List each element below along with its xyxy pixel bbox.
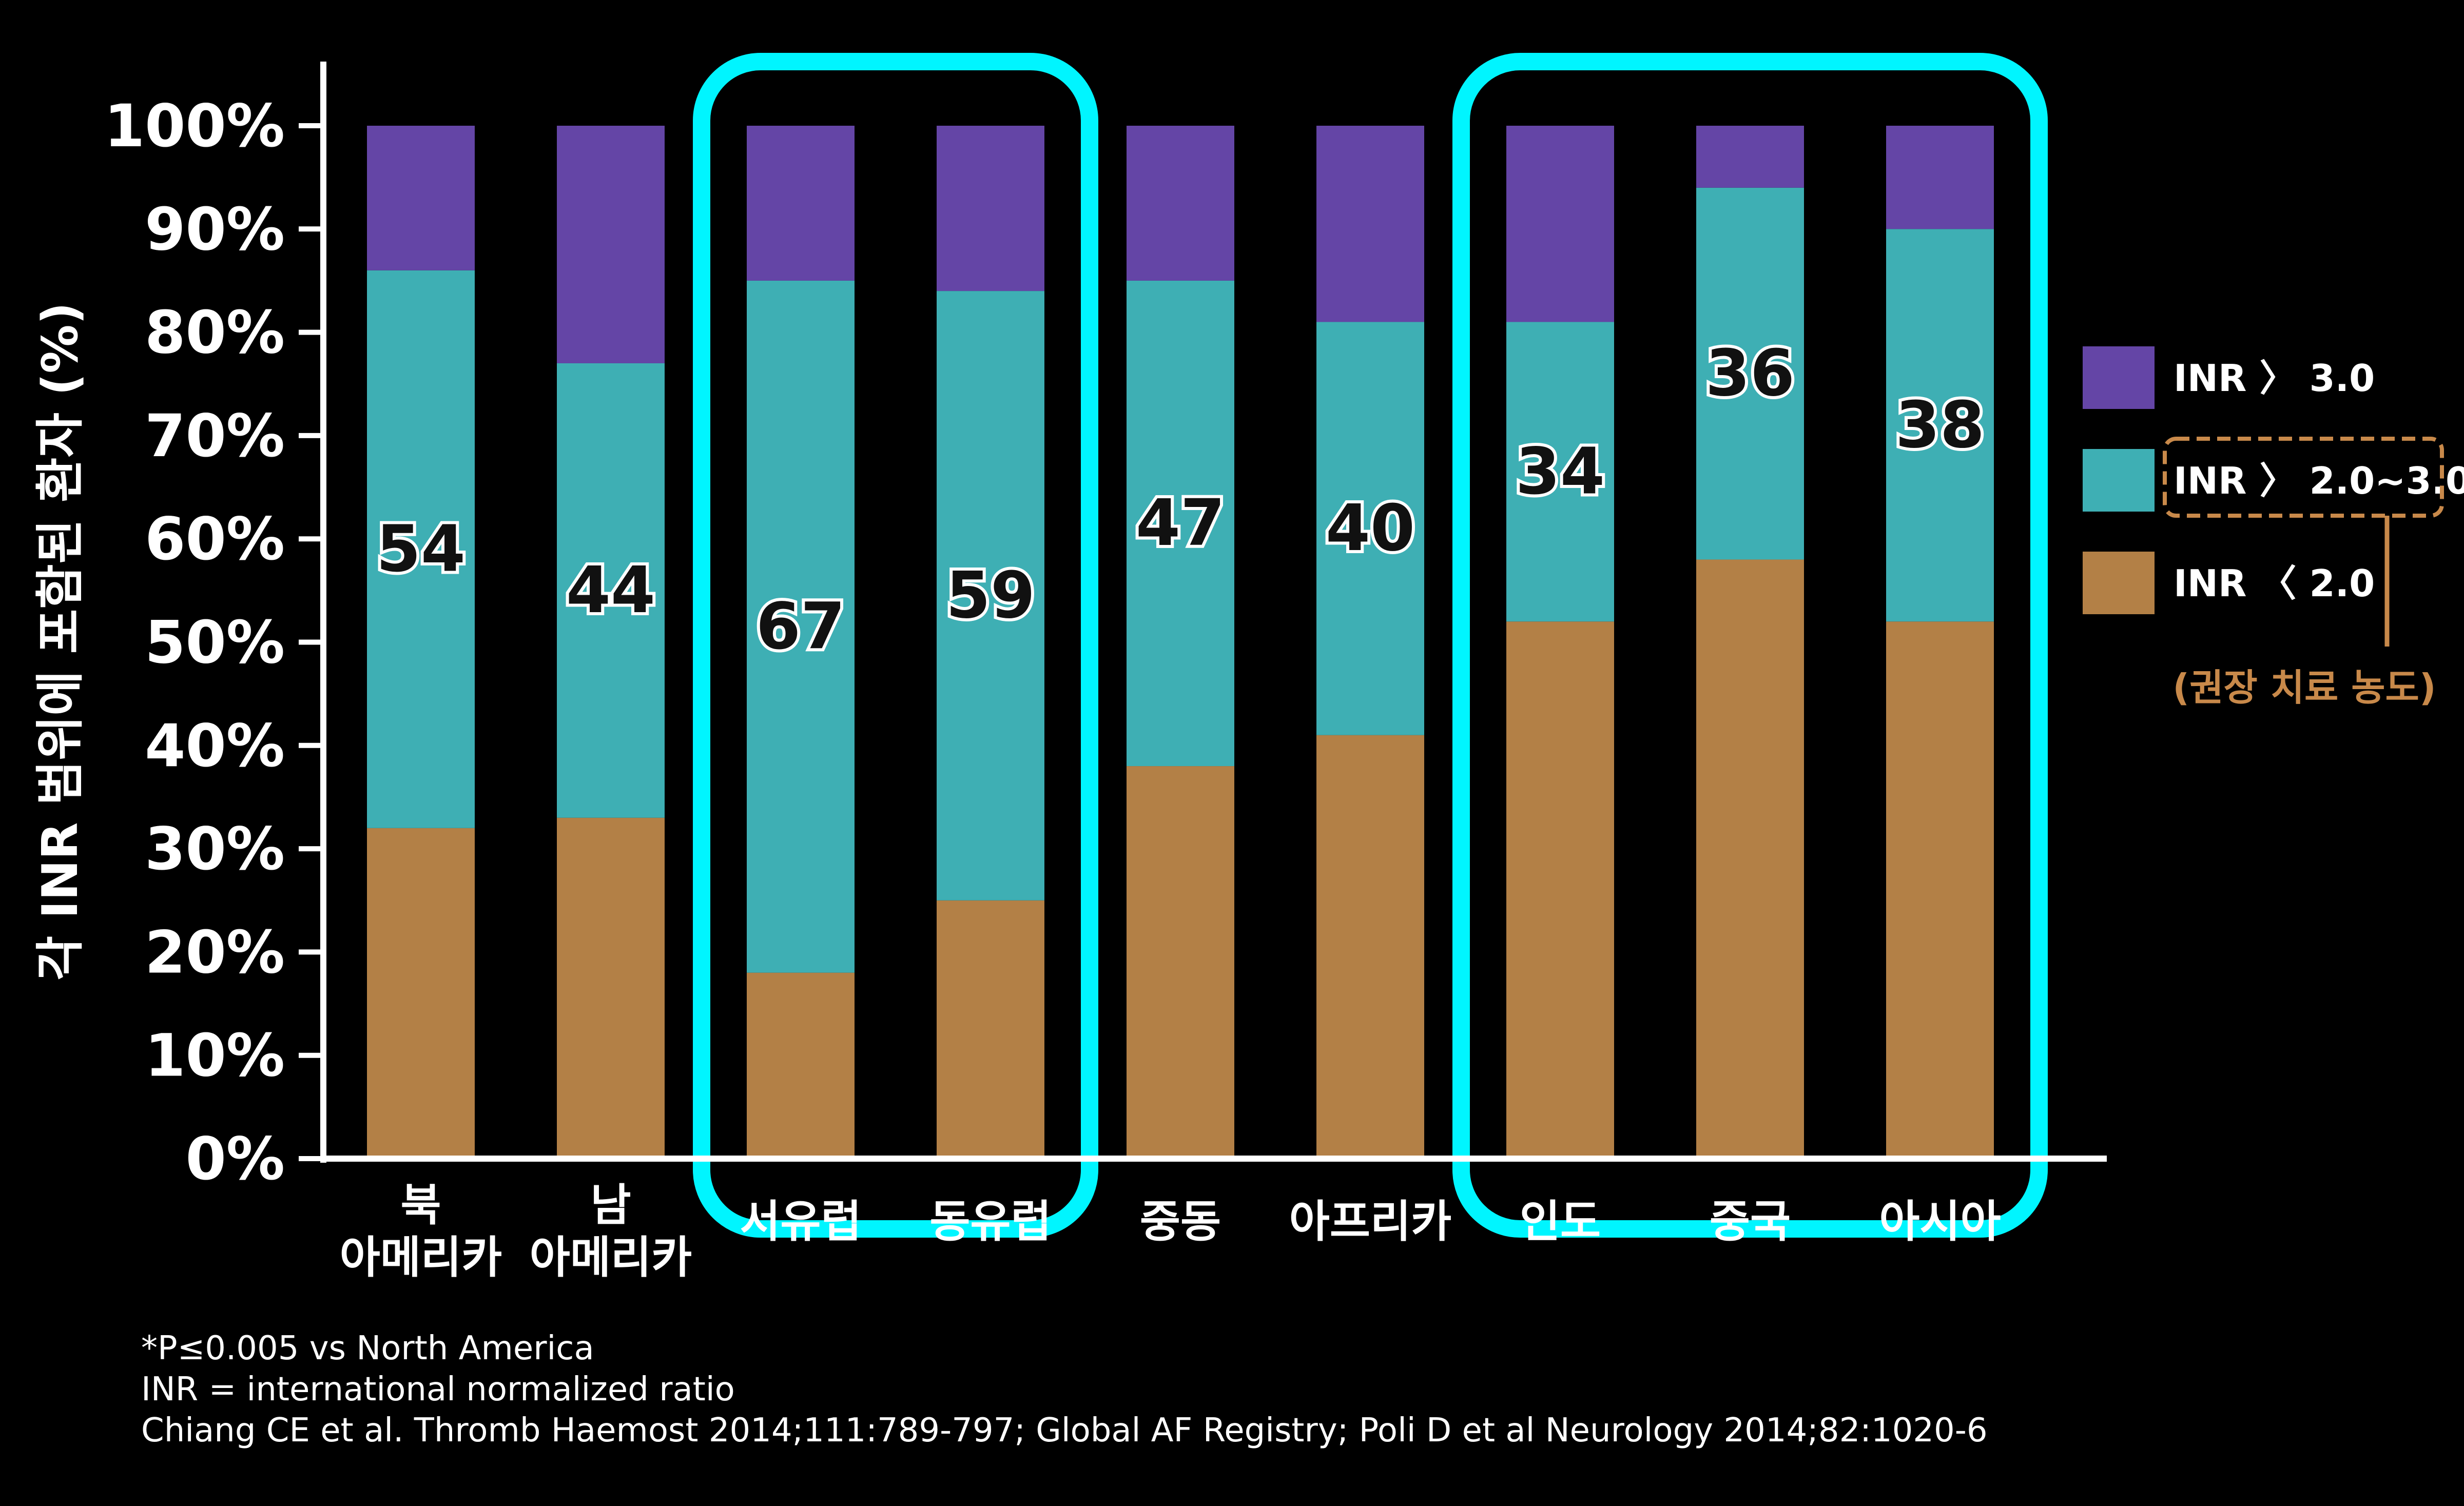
bar-segment-1-4 [937,900,1044,1159]
bar-segment-1-9 [1886,621,1994,1159]
highlight-box-1 [693,53,1098,1238]
y-tick-label-2: 10% [145,1022,285,1090]
y-tick-label-3: 20% [145,918,285,986]
y-tick-label-4: 30% [145,815,285,883]
bar-segment-1-1 [367,828,475,1159]
y-axis-title: 각 INR 범위에 포함된 환자 (%) [32,302,89,981]
legend-label-1: INR 〉 3.0 [2174,357,2375,400]
category-label-8: 중국 [1710,1196,1791,1247]
footnotes: *P≤0.005 vs North America INR = internat… [141,1328,1988,1451]
bar-segment-1-2 [557,817,665,1159]
category-label-6: 아프리카 [1289,1196,1451,1247]
legend-label-2: INR 〉 2.0~3.0 [2174,459,2464,502]
bar-segment-2-1 [367,270,475,828]
footnote-inr-definition: INR = international normalized ratio [141,1371,735,1409]
bar-segment-1-6 [1316,735,1424,1159]
category-label-2-line-1: 남 [590,1180,631,1231]
legend-label-3: INR 〈 2.0 [2174,562,2375,605]
bar-segment-3-6 [1316,126,1424,322]
bar-segment-1-5 [1127,766,1234,1159]
bar-segment-1-3 [747,972,855,1159]
category-label-7: 인도 [1520,1196,1601,1247]
data-label-7: 34 [1516,434,1605,508]
data-label-9: 38 [1895,388,1985,462]
bar-segment-2-3 [747,280,855,973]
category-label-3: 서유럽 [740,1196,861,1247]
category-label-5: 중동 [1140,1196,1221,1247]
data-label-6: 40 [1326,491,1415,565]
bar-segment-3-3 [747,126,855,281]
bar-segment-1-7 [1506,621,1614,1159]
bar-segment-3-2 [557,126,665,363]
y-tick-label-1: 0% [185,1125,285,1193]
data-label-3: 67 [756,589,845,663]
legend-swatch-2 [2083,449,2155,512]
bar-segment-2-6 [1316,322,1424,735]
y-tick-label-6: 50% [145,609,285,677]
bar-segment-2-5 [1127,280,1234,767]
highlight-box-2 [1452,53,2048,1238]
bar-segment-2-4 [937,291,1044,901]
bar-segment-3-7 [1506,126,1614,322]
category-label-4: 동유럽 [929,1196,1051,1247]
category-label-1-line-2: 아메리카 [340,1232,502,1283]
bar-segment-2-2 [557,363,665,818]
data-label-8: 36 [1705,336,1795,410]
category-label-2-line-2: 아메리카 [530,1232,692,1283]
y-tick-label-11: 100% [104,92,285,160]
y-tick-label-8: 70% [145,402,285,470]
y-tick-label-10: 90% [145,195,285,263]
bar-segment-3-9 [1886,126,1994,229]
bar-segment-2-9 [1886,229,1994,622]
y-tick-label-9: 80% [145,299,285,367]
data-label-1: 54 [376,512,465,586]
data-label-5: 47 [1136,486,1225,560]
footnote-significance: *P≤0.005 vs North America [141,1329,594,1367]
bar-segment-3-8 [1696,126,1804,188]
data-label-2: 44 [566,553,655,628]
bar-segment-3-1 [367,126,475,270]
category-label-9: 아시아 [1879,1196,2001,1247]
data-label-4: 59 [946,558,1035,633]
footnote-references: Chiang CE et al. Thromb Haemost 2014;111… [141,1412,1988,1450]
bar-segment-3-5 [1127,126,1234,281]
legend-swatch-3 [2083,552,2155,614]
y-tick-label-7: 60% [145,505,285,573]
bar-segment-2-7 [1506,322,1614,622]
legend-recommended-outline [2163,437,2444,518]
legend-swatch-1 [2083,346,2155,409]
bar-segment-2-8 [1696,187,1804,560]
bar-segment-1-8 [1696,559,1804,1159]
y-tick-label-5: 40% [145,712,285,780]
legend-annotation: (권장 치료 농도) [2172,666,2436,709]
category-label-1-line-1: 북 [400,1180,441,1231]
bar-segment-3-4 [937,126,1044,291]
